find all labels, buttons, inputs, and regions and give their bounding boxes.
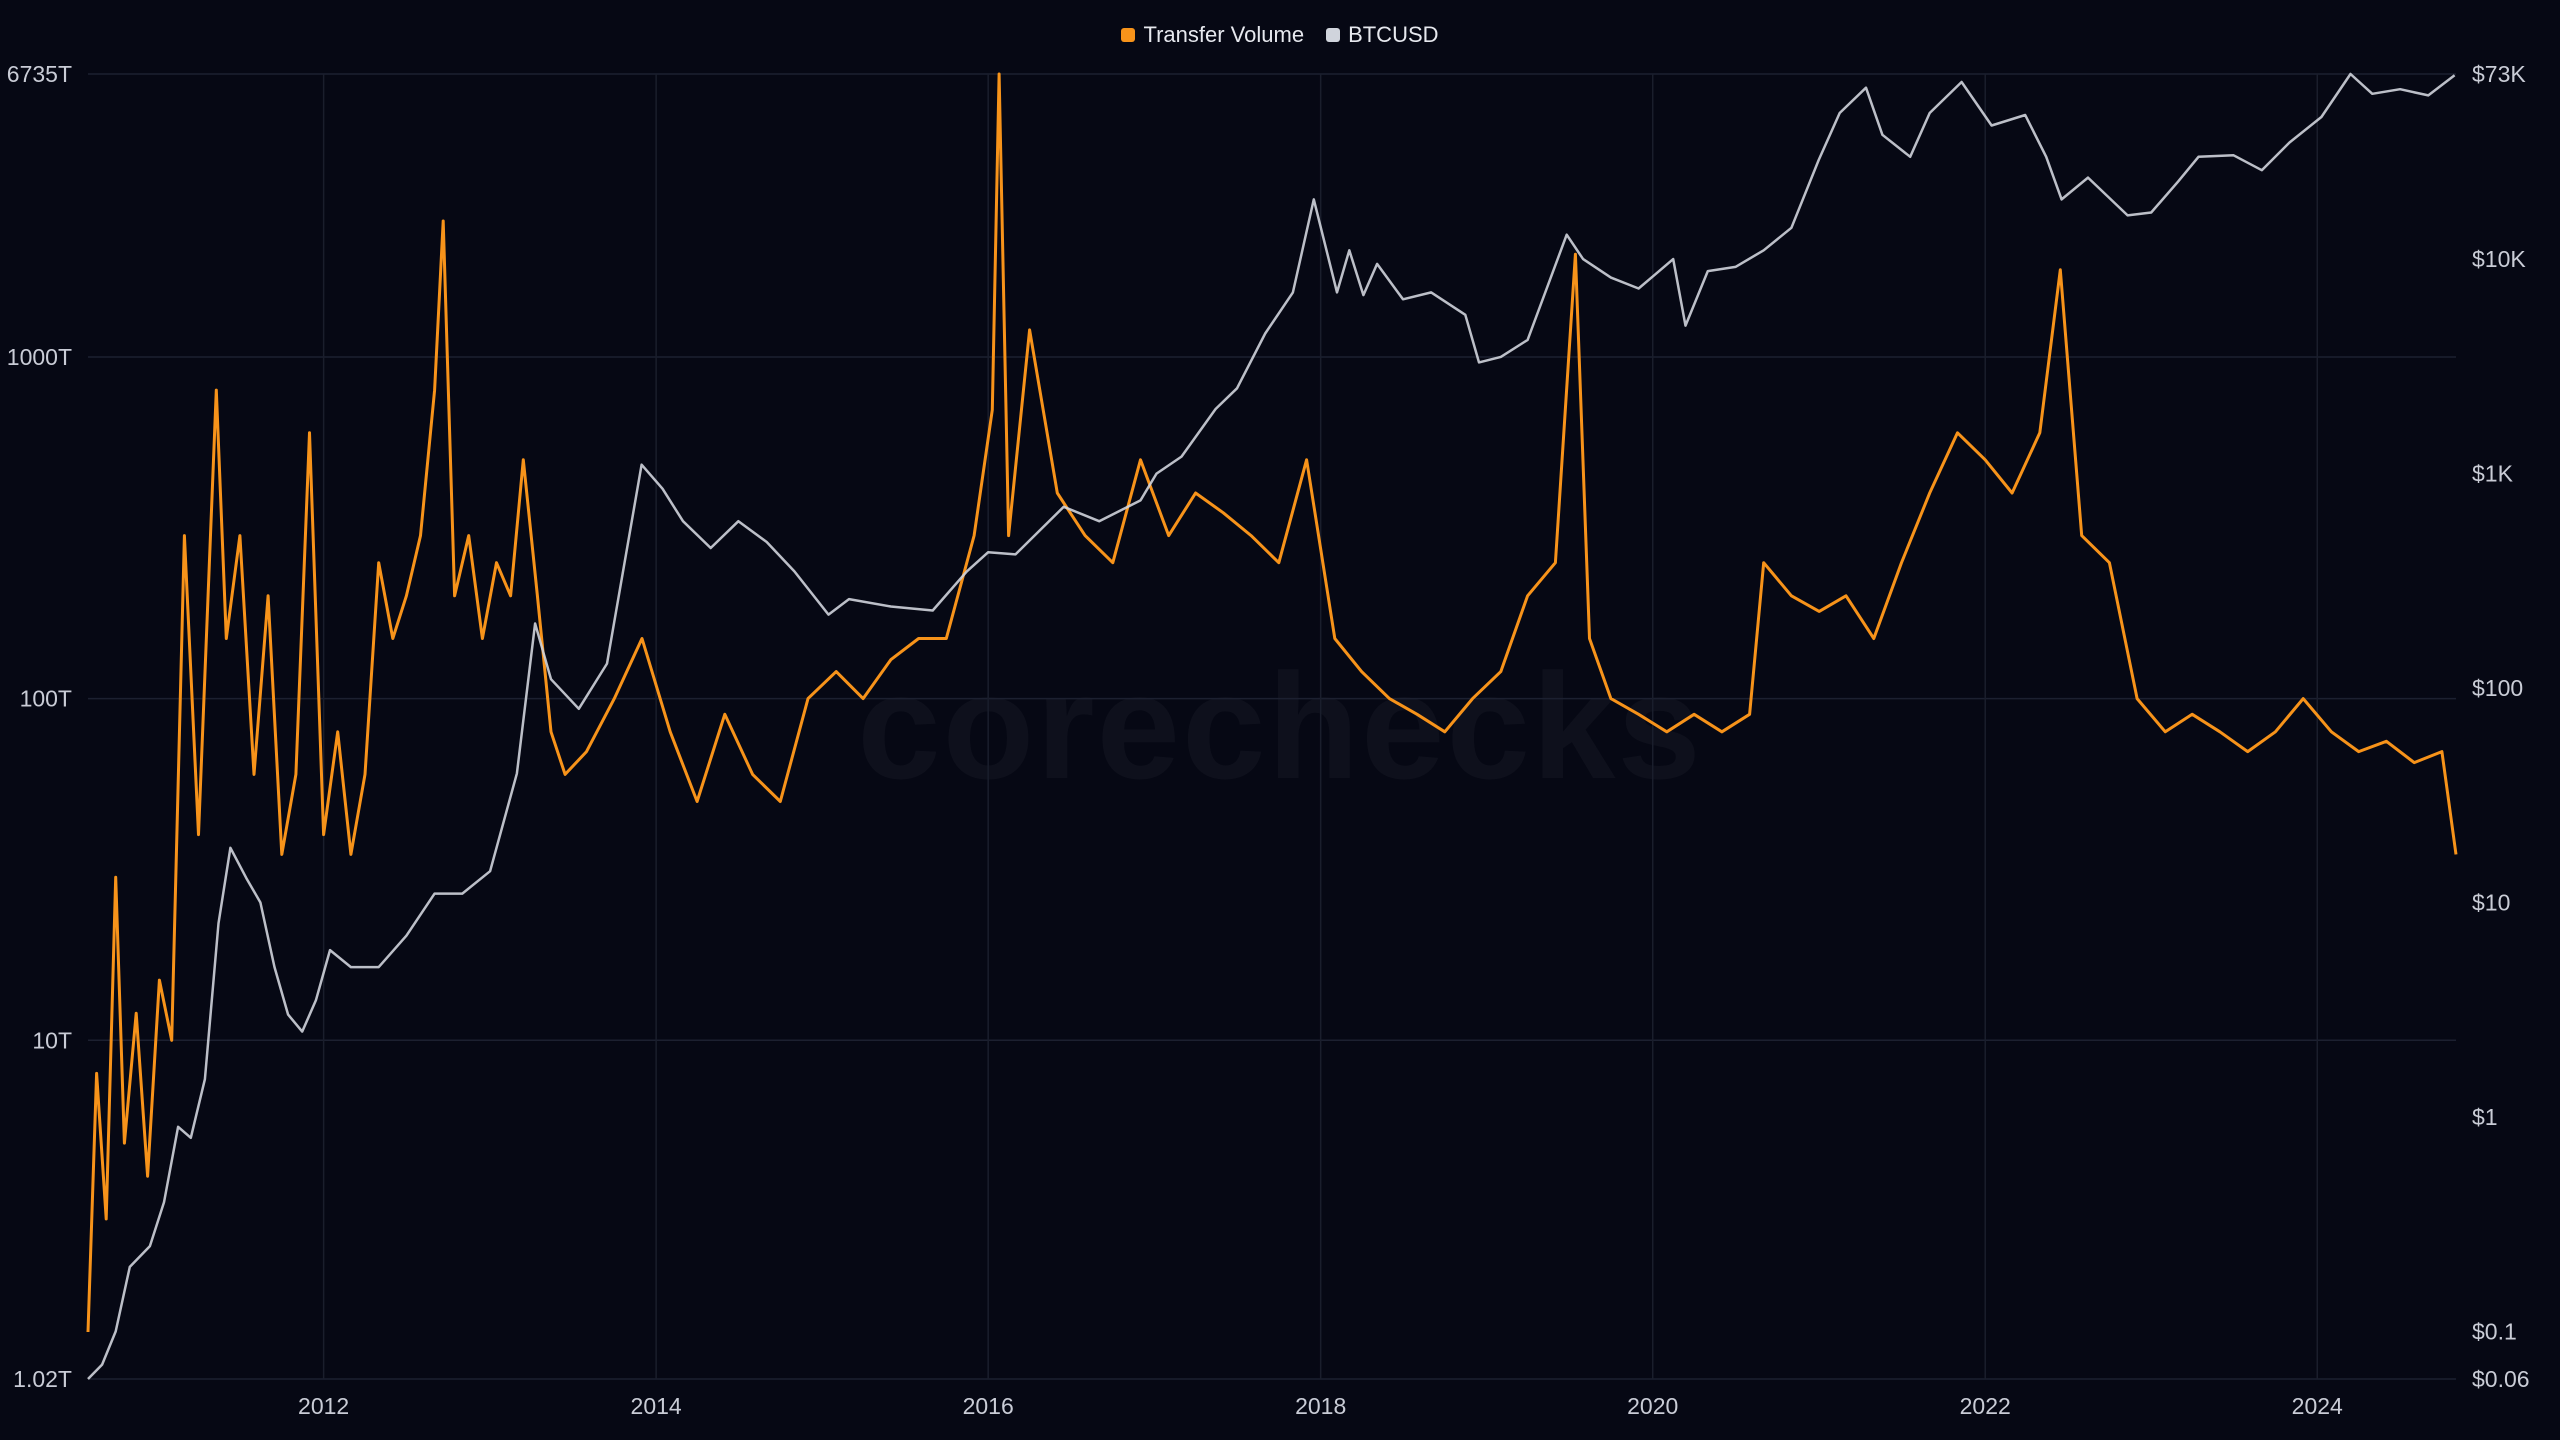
legend-label-btcusd: BTCUSD <box>1348 22 1439 47</box>
y-right-tick-label: $1 <box>2472 1104 2498 1130</box>
legend-swatch-transfer-volume <box>1121 28 1136 42</box>
x-tick-label: 2012 <box>298 1393 349 1419</box>
legend-label-transfer-volume: Transfer Volume <box>1143 22 1305 47</box>
legend-item-transfer-volume[interactable]: Transfer Volume <box>1121 22 1304 48</box>
y-right-tick-label: $1K <box>2472 461 2514 487</box>
y-right-tick-label: $10K <box>2472 246 2526 272</box>
y-right-tick-label: $100 <box>2472 675 2523 701</box>
y-left-tick-label: 100T <box>20 686 72 712</box>
y-left-tick-label: 1.02T <box>13 1366 72 1392</box>
y-right-tick-label: $10 <box>2472 890 2510 916</box>
y-left-tick-label: 6735T <box>7 61 72 87</box>
legend: Transfer Volume BTCUSD <box>0 22 2560 48</box>
y-right-tick-label: $73K <box>2472 61 2526 87</box>
y-left-tick-label: 1000T <box>7 344 72 370</box>
x-tick-label: 2018 <box>1295 1393 1346 1419</box>
y-right-tick-label: $0.06 <box>2472 1366 2530 1392</box>
series-line-transfer-volume <box>86 72 2458 1333</box>
x-tick-label: 2014 <box>631 1393 682 1419</box>
x-tick-label: 2024 <box>2292 1393 2343 1419</box>
y-left-tick-label: 10T <box>32 1027 72 1053</box>
legend-swatch-btcusd <box>1326 28 1341 42</box>
series-line-btcusd <box>87 72 2456 1380</box>
x-tick-label: 2020 <box>1627 1393 1678 1419</box>
x-tick-label: 2022 <box>1960 1393 2011 1419</box>
y-right-tick-label: $0.1 <box>2472 1318 2517 1344</box>
legend-item-btcusd[interactable]: BTCUSD <box>1326 22 1439 48</box>
x-tick-label: 2016 <box>963 1393 1014 1419</box>
